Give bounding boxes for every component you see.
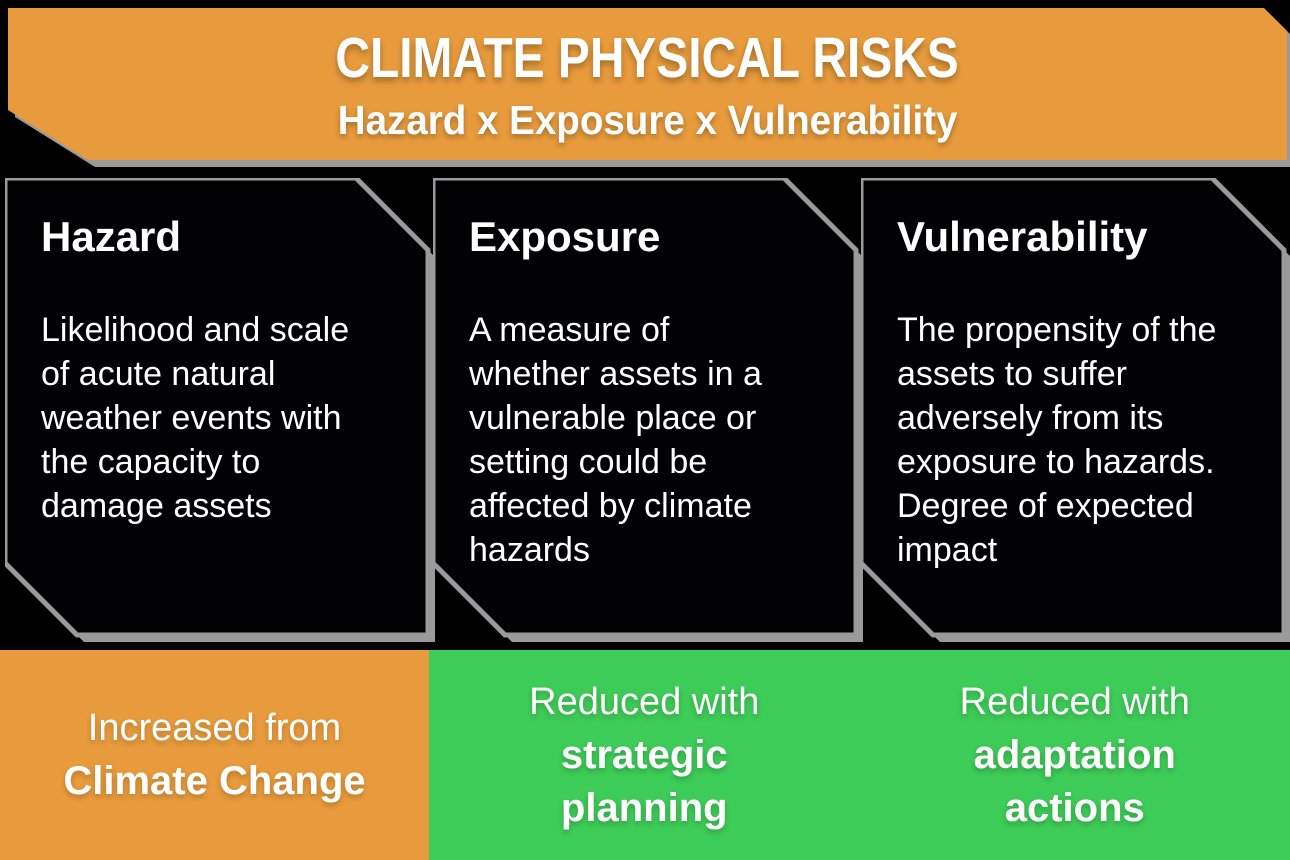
folded-corner-shape [861,178,1287,638]
banner-shape [8,8,1290,167]
footer-cell-strategic-planning: Reduced with strategic planning [429,650,860,860]
footer-row: Increased from Climate Change Reduced wi… [0,650,1290,860]
card-body-exposure: A measure of whether assets in a vulnera… [469,311,762,569]
folded-corner-shape [5,178,431,638]
page-title: CLIMATE PHYSICAL RISKS [335,25,960,90]
card-body-hazard: Likelihood and scale of acute natural we… [41,311,350,525]
card-exposure: Exposure A measure of whether assets in … [433,178,866,645]
card-body-vulnerability: The propensity of the assets to suffer a… [897,311,1217,569]
footer-line-emphasis: adaptation [973,732,1176,777]
card-shape [433,178,863,642]
footer-line-emphasis: actions [1004,785,1145,830]
card-title-exposure: Exposure [469,213,661,260]
card-hazard: Hazard Likelihood and scale of acute nat… [5,178,438,645]
footer-line: Reduced with [959,680,1190,723]
banner-background [8,8,1287,160]
card-shape [5,178,435,642]
footer-line: Reduced with [529,680,760,723]
footer-green-band: Reduced with strategic planning Reduced … [429,650,1290,860]
card-vulnerability: Vulnerability The propensity of the asse… [861,178,1290,645]
footer-line: Increased from [87,707,342,749]
folded-corner-shape [433,178,859,638]
footer-line-emphasis: strategic [560,732,728,777]
footer-cell-increased-climate-change: Increased from Climate Change [0,650,429,860]
footer-line-emphasis: Climate Change [63,759,366,803]
page-subtitle: Hazard x Exposure x Vulnerability [337,96,958,143]
card-shape [861,178,1290,642]
footer-line-emphasis: planning [560,785,728,830]
banner-text-block: CLIMATE PHYSICAL RISKS Hazard x Exposure… [8,8,1287,160]
card-title-vulnerability: Vulnerability [897,213,1148,260]
card-title-hazard: Hazard [41,213,182,260]
header-banner: CLIMATE PHYSICAL RISKS Hazard x Exposure… [8,8,1290,174]
footer-cell-adaptation-actions: Reduced with adaptation actions [860,650,1290,860]
